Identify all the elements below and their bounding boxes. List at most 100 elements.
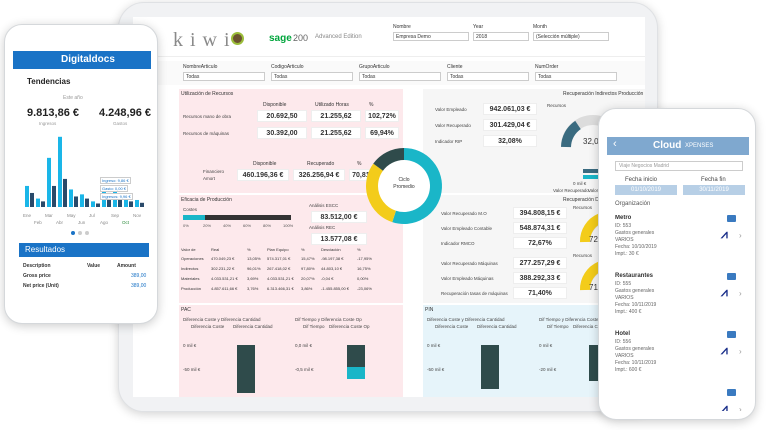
fin-col-pct: % [357,161,362,167]
expense-id: ID: 553 [615,223,632,229]
chart-tooltip-1: Ingreso: 9,86 € [100,177,131,184]
search-input[interactable]: Viaje Negocios Madrid [615,161,743,171]
tendencias-title: Tendencias [27,77,71,86]
month-label-1[interactable]: Feb [34,220,42,225]
costes-bar [183,215,291,220]
maquinas-disponible: 30.392,00 [257,127,307,139]
filter-select-cliente[interactable]: Todas [447,72,529,81]
chevron-right-icon[interactable]: › [739,347,742,356]
camera-icon[interactable] [727,215,736,222]
income-bar-2 [47,157,51,207]
pac-right-bar-2 [347,367,365,379]
month-label-10[interactable]: Nov [133,213,142,218]
tab-organizacion[interactable]: Organización [615,201,651,207]
filter-row: NombreArticulo Todas CodigoArticulo Toda… [133,61,645,85]
fin-label: Financiero [203,169,225,174]
pin-left-tick-1: -50 mil € [427,367,445,372]
expense-title[interactable]: Hotel [615,331,630,337]
eficacia-cell: -23,06% [357,286,372,291]
row-net-label: Net price (Unit) [23,283,59,289]
expense-category: Gastos generales [615,288,655,294]
pin-right-tick-1: -20 mil € [539,367,557,372]
filter-select-month[interactable]: (Selección múltiple) [533,32,609,41]
fecha-fin-field[interactable]: 30/11/2019 [683,185,745,195]
pac-title: PAC [181,307,191,313]
dashboard-header: kiwi sage 200 Advanced Edition Nombre Em… [133,17,645,57]
kiwi-logo: kiwi [173,29,237,51]
col-description: Description [23,263,51,269]
company-logo-icon: ⩘ [721,343,728,357]
recdir-value-1: 548.874,31 € [513,222,567,234]
expense-bar-10 [140,202,144,207]
eficacia-header-6: % [357,247,361,252]
pin-left-tick-0: 0 mil € [427,343,441,348]
eficacia-header-3: Plan Equipo [267,247,289,252]
filter-select-codigoarticulo[interactable]: Todas [271,72,353,81]
month-label-0[interactable]: Ene [23,213,32,218]
month-label-8[interactable]: Sep [111,213,120,218]
fin-col-recuperado: Recuperado [307,161,335,167]
chevron-right-icon[interactable]: › [739,231,742,240]
eficacia-cell: 16,75% [357,266,371,271]
recdir-gauge1-label: Recursos [573,205,593,210]
fin-disponible: 460.196,36 € [237,169,289,181]
recdir-value-4: 388.292,33 € [513,272,567,284]
carousel-dots[interactable] [71,231,91,235]
expense-title[interactable]: Metro [615,215,632,221]
pct-tick-4: 80% [263,223,272,228]
carousel-dot[interactable] [85,231,89,235]
month-label-9[interactable]: Oct [122,220,130,225]
pin-title: PIN [425,307,434,313]
analisis-label: Análisis ESCC [309,203,339,208]
chevron-right-icon[interactable]: › [739,289,742,298]
month-label-3[interactable]: Abr [56,220,64,225]
row-gross-label: Gross price [23,273,51,279]
month-label-5[interactable]: Jun [78,220,86,225]
expense-date: Fecha: 10/11/2019 [615,360,657,366]
filter-label-numorder: NumOrder [535,64,559,70]
chevron-right-icon[interactable]: › [739,405,742,411]
col-utilizado: Utilizado Horas [315,102,349,108]
pin-left-title: Diferencia Coste y Diferencia Cantidad [427,317,505,322]
expense-title[interactable]: Restaurantes [615,273,654,279]
eficacia-header-4: % [301,247,305,252]
filter-select-grupoarticulo[interactable]: Todas [359,72,441,81]
eficacia-header-0: Valor de [181,247,196,252]
carousel-dot[interactable] [78,231,82,235]
recdir-gauge2-label: Recursos [573,253,593,258]
filter-select-year[interactable]: 2018 [473,32,529,41]
donut-hole [382,164,426,208]
income-bar-9 [124,196,128,207]
ingresos-label: Ingresos [39,121,57,126]
fecha-inicio-field[interactable]: 01/10/2019 [615,185,677,195]
fecha-inicio-label: Fecha inicio [625,177,658,183]
eficacia-cell: 3,86% [301,286,313,291]
sage-version: 200 [293,33,309,43]
expense-date: Fecha: 10/10/2019 [615,244,657,250]
month-label-4[interactable]: May [67,213,76,218]
camera-icon[interactable] [727,273,736,280]
month-label-7[interactable]: Ago [100,220,109,225]
mano-obra-utilizado: 21.255,62 [311,110,361,122]
rec-label-2: Indicador RIP [435,139,463,144]
month-label-2[interactable]: Mar [45,213,53,218]
rec-label-0: Valor Empleado [435,107,467,112]
pac-right-bar-1 [347,345,365,367]
kiwi-fruit-icon [231,32,244,45]
eficacia-cell: 15,47% [301,256,315,261]
carousel-dot-active[interactable] [71,231,75,235]
back-chevron-icon[interactable]: ‹ [613,138,617,150]
camera-icon[interactable] [727,331,736,338]
eficacia-cell: 96,01% [247,266,261,271]
month-label-6[interactable]: Jul [89,213,95,218]
dashboard-screen: kiwi sage 200 Advanced Edition Nombre Em… [133,17,645,397]
eficacia-cell: 4.857.611,66 € [211,286,238,291]
camera-icon[interactable] [727,389,736,396]
filter-select-nombrearticulo[interactable]: Todas [183,72,265,81]
row-gross-amount: 389,00 [131,273,147,279]
filter-label-nombre: Nombre [393,24,411,30]
filter-select-numorder[interactable]: Todas [535,72,617,81]
filter-select-nombre[interactable]: Empresa Demo [393,32,469,41]
expense-provider: VARIOS [615,237,634,243]
donut-segment-0 [392,148,442,224]
